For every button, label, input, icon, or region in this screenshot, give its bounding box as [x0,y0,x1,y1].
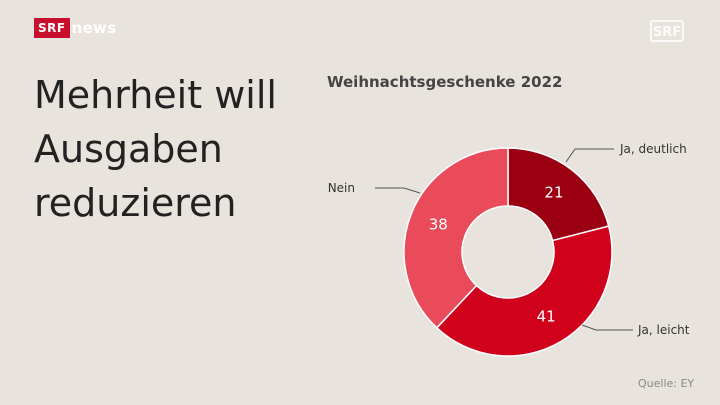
leader-line-nein [375,187,421,194]
slice-ja-deutlich [507,147,610,242]
source-note: Quelle: EY [638,377,695,390]
category-label-nein: Nein [328,181,355,195]
headline-line-2: Ausgaben [34,127,223,171]
value-label-ja-leicht: 41 [537,308,556,326]
watermark-logo: SRF [650,20,684,42]
chart-title: Weihnachtsgeschenke 2022 [327,73,563,91]
headline-line-3: reduzieren [34,181,237,225]
news-logo-text: news [71,19,117,37]
slice-nein [403,147,509,329]
srf-logo-text: SRF [34,18,70,38]
leader-line-ja-leicht [581,324,633,331]
slice-ja-leicht [435,225,613,357]
headline: Mehrheit will Ausgaben reduzieren [34,68,294,230]
headline-line-1: Mehrheit will [34,73,277,117]
value-label-ja-deutlich: 21 [544,184,563,202]
category-label-ja-deutlich: Ja, deutlich [619,142,687,156]
srf-news-logo: SRF news [34,18,116,38]
leader-line-ja-deutlich [565,148,614,163]
value-label-nein: 38 [429,215,448,233]
category-label-ja-leicht: Ja, leicht [637,323,690,337]
